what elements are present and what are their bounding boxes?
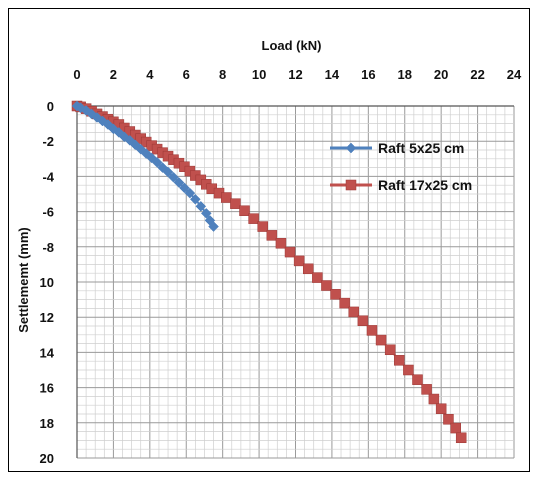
data-point-square (384, 344, 396, 356)
legend-marker (345, 142, 357, 154)
data-point-square (412, 374, 423, 385)
data-point-square (248, 213, 259, 224)
x-tick-label: 10 (252, 67, 266, 82)
x-tick-label: 14 (325, 67, 340, 82)
data-point-square (293, 255, 305, 267)
x-axis-title: Load (kN) (262, 38, 322, 53)
data-point-diamond (162, 166, 174, 178)
data-point-square (339, 297, 350, 309)
y-tick-labels: 0 -2 -4 -6 -8 10 12 14 16 18 20 (40, 99, 55, 466)
data-point-square (284, 246, 296, 258)
legend-label: Raft 5x25 cm (378, 140, 464, 156)
data-point-square (266, 230, 278, 241)
x-tick-label: 6 (183, 67, 190, 82)
y-axis-title: Settlememt (mm) (16, 227, 31, 332)
data-point-square (455, 432, 467, 444)
legend-marker (345, 179, 357, 191)
data-point-square (275, 238, 287, 249)
data-point-diamond (208, 221, 219, 232)
y-tick-label: -4 (42, 169, 54, 184)
y-tick-label: 18 (40, 416, 54, 431)
data-point-square (230, 198, 241, 209)
data-point-square (435, 403, 447, 414)
legend-item: Raft 17x25 cm (330, 177, 472, 193)
data-point-square (421, 384, 432, 395)
data-point-square (394, 355, 405, 366)
data-point-square (357, 315, 369, 326)
data-point-diamond (179, 182, 190, 194)
y-tick-label: 10 (40, 275, 54, 290)
data-point-square (257, 221, 268, 232)
data-point-diamond (168, 171, 179, 183)
x-tick-labels: 0 2 4 6 8 10 12 14 16 18 20 22 24 (73, 67, 522, 82)
data-point-square (239, 205, 250, 216)
y-tick-label: 14 (40, 345, 55, 360)
data-point-diamond (173, 177, 185, 188)
data-point-square (450, 422, 461, 434)
x-tick-label: 2 (110, 67, 117, 82)
data-point-square (366, 325, 378, 336)
data-point-square (321, 280, 332, 291)
y-tick-label: -2 (42, 134, 54, 149)
legend-item: Raft 5x25 cm (330, 140, 464, 156)
data-point-square (221, 192, 232, 203)
x-tick-label: 12 (288, 67, 302, 82)
y-tick-label: 20 (40, 451, 54, 466)
x-tick-label: 18 (398, 67, 412, 82)
data-point-diamond (200, 208, 212, 219)
x-tick-label: 20 (434, 67, 448, 82)
x-tick-label: 8 (219, 67, 226, 82)
x-tick-label: 22 (470, 67, 484, 82)
legend-label: Raft 17x25 cm (378, 177, 472, 193)
y-tick-label: 12 (40, 310, 54, 325)
data-point-square (348, 306, 360, 318)
legend: Raft 5x25 cm Raft 17x25 cm (330, 140, 472, 193)
series-raft-5x25 (71, 100, 219, 232)
data-point-square (330, 289, 341, 300)
data-point-square (375, 334, 387, 346)
data-point-square (312, 272, 323, 283)
y-tick-label: -8 (42, 240, 54, 255)
axes (76, 105, 514, 458)
x-tick-label: 0 (73, 67, 80, 82)
x-tick-label: 16 (361, 67, 375, 82)
data-point-square (403, 364, 414, 376)
series-layer (71, 100, 467, 444)
y-tick-label: 16 (40, 381, 54, 396)
data-point-diamond (190, 193, 201, 205)
y-tick-label: 0 (47, 99, 54, 114)
data-point-diamond (195, 200, 207, 212)
series-raft-17x25 (71, 100, 467, 444)
data-point-square (302, 263, 314, 275)
data-point-diamond (184, 187, 196, 199)
data-point-square (443, 414, 454, 425)
x-tick-label: 24 (507, 67, 522, 82)
data-point-diamond (151, 156, 163, 168)
y-tick-label: -6 (42, 205, 54, 220)
data-point-square (428, 393, 440, 405)
grid (76, 105, 515, 459)
x-tick-label: 4 (146, 67, 154, 82)
